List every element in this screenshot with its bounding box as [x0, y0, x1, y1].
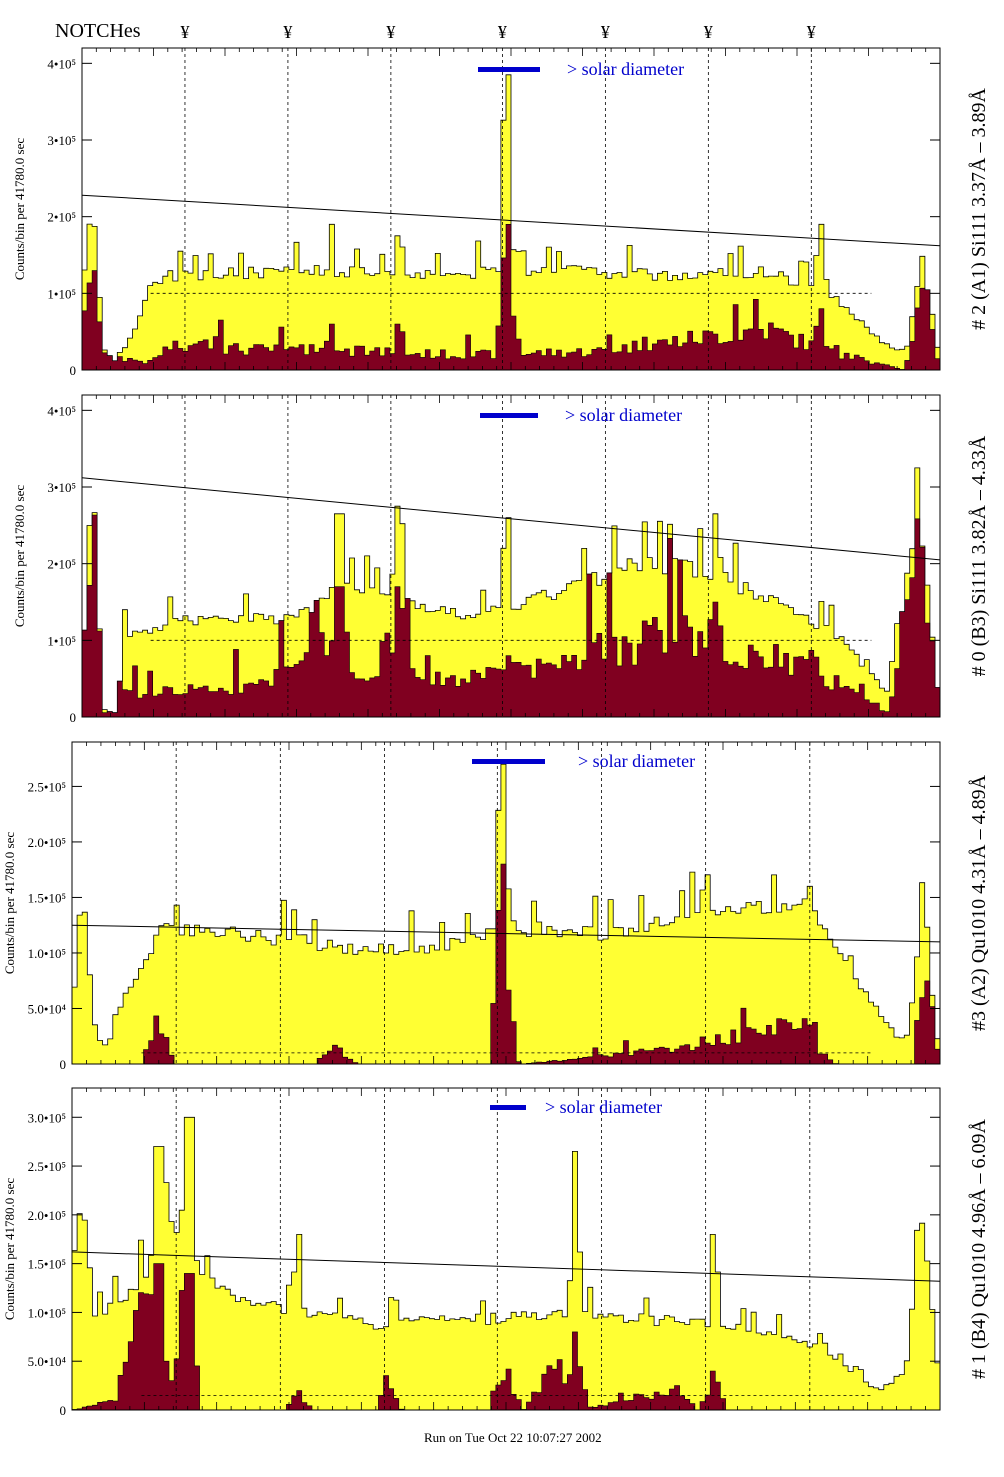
chart-panel-4: 0 5.0•10⁴ 1.0•10⁵ 1.5•10⁵ 2.0•10⁵ 2.5•10⁵ 3.0•… [2, 1087, 990, 1418]
y-tick-label: 1.5•10⁵ [28, 1257, 66, 1272]
y-tick-label: 0 [70, 363, 77, 378]
y-tick-label: 1.5•10⁵ [28, 890, 66, 905]
trend-line [71, 924, 941, 943]
y-tick-label: 0 [60, 1057, 67, 1072]
y-axis-label: Counts/bin per 41780.0 sec [12, 485, 27, 627]
y-axis-label: Counts/bin per 41780.0 sec [2, 1178, 17, 1320]
solar-diameter-legend: > solar diameter [567, 59, 684, 79]
panel-side-label: # 2 (A1) Si111 3.37Å – 3.89Å [968, 88, 990, 330]
panel-side-label: # 1 (B4) Qu1010 4.96Å – 6.09Å [968, 1118, 990, 1379]
solar-diameter-bar [490, 1105, 526, 1110]
trend-line [81, 477, 941, 561]
panel-side-label: #3 (A2) Qu1010 4.31Å – 4.89Å [968, 774, 990, 1031]
trend-line [71, 1251, 941, 1282]
y-tick-label: 4•10⁵ [47, 403, 76, 418]
notch-marker-6: ¥ [704, 22, 713, 42]
y-tick-label: 2•10⁵ [47, 210, 76, 225]
chart-panel-1: 0 1•10⁵ 2•10⁵ 3•10⁵ 4•10⁵ Counts/bin per 4178… [12, 47, 990, 378]
y-tick-label: 2.0•10⁵ [28, 835, 66, 850]
y-tick-label: 1•10⁵ [47, 633, 76, 648]
y-tick-label: 2.5•10⁵ [28, 1159, 66, 1174]
y-tick-label: 5.0•10⁴ [28, 1001, 67, 1016]
notches-label: NOTCHes [55, 20, 141, 42]
line-counts-histogram [81, 514, 941, 718]
y-tick-label: 3•10⁵ [47, 480, 76, 495]
total-counts-histogram [71, 1116, 941, 1411]
solar-diameter-legend: > solar diameter [578, 751, 695, 771]
y-tick-label: 1.0•10⁵ [28, 946, 66, 961]
y-tick-label: 3•10⁵ [47, 133, 76, 148]
notch-marker-7: ¥ [807, 22, 816, 42]
chart-panel-3: 0 5.0•10⁴ 1.0•10⁵ 1.5•10⁵ 2.0•10⁵ 2.5•10⁵ Coun… [2, 741, 990, 1072]
y-tick-label: 2.5•10⁵ [28, 779, 66, 794]
notch-marker-4: ¥ [498, 22, 507, 42]
notch-marker-2: ¥ [283, 22, 292, 42]
solar-diameter-bar [472, 759, 545, 764]
panel-side-label: # 0 (B3) Si111 3.82Å – 4.33Å [968, 435, 990, 676]
y-tick-label: 5.0•10⁴ [28, 1354, 67, 1369]
solar-diameter-legend: > solar diameter [545, 1097, 662, 1117]
total-counts-histogram [81, 467, 941, 718]
y-tick-label: 1•10⁵ [47, 286, 76, 301]
chart-panel-2: 0 1•10⁵ 2•10⁵ 3•10⁵ 4•10⁵ Counts/bin per 4178… [12, 394, 990, 725]
y-tick-label: 3.0•10⁵ [28, 1110, 66, 1125]
line-counts-histogram [81, 224, 941, 371]
y-tick-label: 2•10⁵ [47, 557, 76, 572]
solar-diameter-legend: > solar diameter [565, 405, 682, 425]
notch-marker-5: ¥ [601, 22, 610, 42]
y-tick-label: 0 [60, 1403, 67, 1418]
solar-diameter-bar [478, 67, 540, 72]
notch-marker-3: ¥ [386, 22, 395, 42]
y-axis-label: Counts/bin per 41780.0 sec [12, 138, 27, 280]
solar-diameter-bar [480, 413, 538, 418]
y-tick-label: 4•10⁵ [47, 56, 76, 71]
y-tick-label: 2.0•10⁵ [28, 1208, 66, 1223]
trend-line [81, 194, 941, 247]
run-timestamp: Run on Tue Oct 22 10:07:27 2002 [424, 1430, 602, 1445]
y-axis-label: Counts/bin per 41780.0 sec [2, 832, 17, 974]
notch-marker-1: ¥ [181, 22, 190, 42]
y-tick-label: 1.0•10⁵ [28, 1305, 66, 1320]
y-tick-label: 0 [70, 710, 77, 725]
